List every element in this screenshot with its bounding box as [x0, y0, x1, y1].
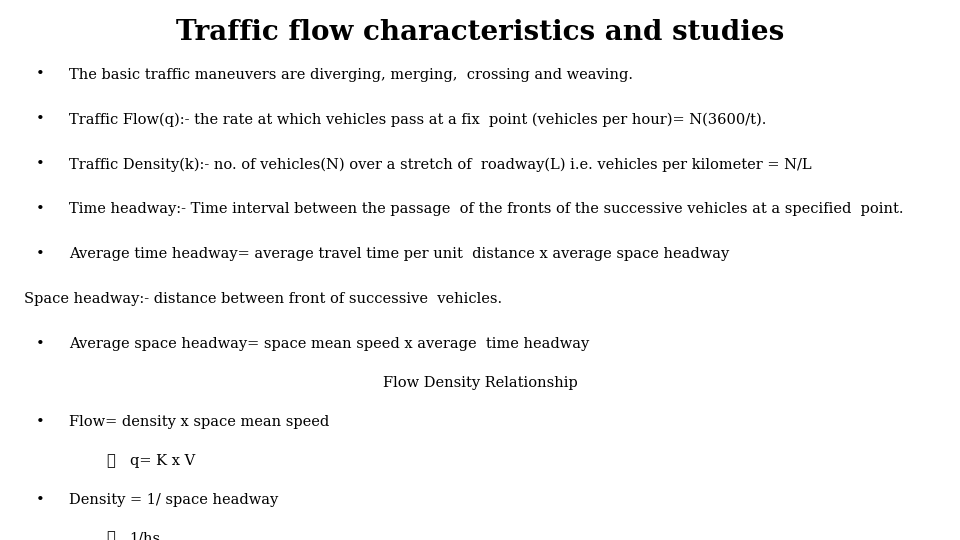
Text: ❖: ❖ — [106, 531, 115, 540]
Text: •: • — [36, 492, 45, 507]
Text: Traffic Density(k):- no. of vehicles(N) over a stretch of  roadway(L) i.e. vehic: Traffic Density(k):- no. of vehicles(N) … — [69, 157, 812, 172]
Text: 1/hs: 1/hs — [130, 531, 160, 540]
Text: Flow Density Relationship: Flow Density Relationship — [383, 376, 577, 390]
Text: •: • — [36, 157, 45, 171]
Text: Traffic Flow(q):- the rate at which vehicles pass at a fix  point (vehicles per : Traffic Flow(q):- the rate at which vehi… — [69, 112, 766, 127]
Text: •: • — [36, 337, 45, 351]
Text: Average time headway= average travel time per unit  distance x average space hea: Average time headway= average travel tim… — [69, 247, 730, 261]
Text: •: • — [36, 415, 45, 429]
Text: Average space headway= space mean speed x average  time headway: Average space headway= space mean speed … — [69, 337, 589, 351]
Text: q= K x V: q= K x V — [130, 454, 195, 468]
Text: Flow= density x space mean speed: Flow= density x space mean speed — [69, 415, 329, 429]
Text: Space headway:- distance between front of successive  vehicles.: Space headway:- distance between front o… — [24, 292, 502, 306]
Text: The basic traffic maneuvers are diverging, merging,  crossing and weaving.: The basic traffic maneuvers are divergin… — [69, 68, 634, 82]
Text: Density = 1/ space headway: Density = 1/ space headway — [69, 492, 278, 507]
Text: Traffic flow characteristics and studies: Traffic flow characteristics and studies — [176, 19, 784, 46]
Text: •: • — [36, 202, 45, 217]
Text: •: • — [36, 112, 45, 126]
Text: ❖: ❖ — [106, 454, 115, 468]
Text: •: • — [36, 247, 45, 261]
Text: Time headway:- Time interval between the passage  of the fronts of the successiv: Time headway:- Time interval between the… — [69, 202, 903, 217]
Text: •: • — [36, 68, 45, 82]
